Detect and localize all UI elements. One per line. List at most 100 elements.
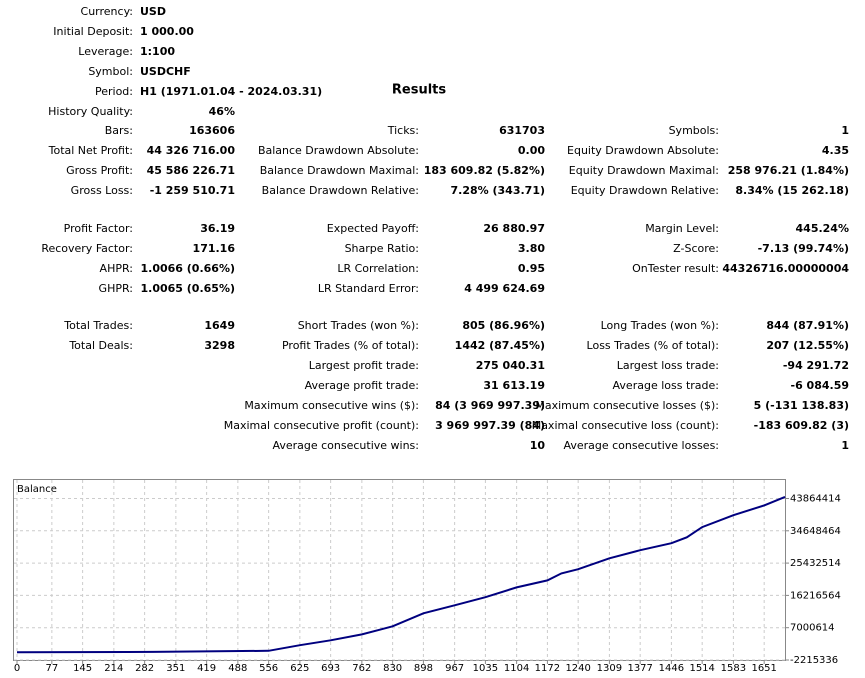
stat-label: Expected Payoff:: [327, 222, 419, 235]
stat-label: Equity Drawdown Relative:: [571, 184, 719, 197]
stat-value: 207 (12.55%): [766, 339, 849, 352]
x-tick-label: 282: [135, 663, 154, 674]
x-tick-label: 1514: [689, 663, 714, 674]
header-value: H1 (1971.01.04 - 2024.03.31): [140, 85, 322, 98]
x-tick-label: 77: [45, 663, 58, 674]
stat-value: 163606: [189, 124, 235, 137]
stat-label: Average consecutive wins:: [272, 439, 419, 452]
stat-label: Symbols:: [669, 124, 719, 137]
header-value: 1 000.00: [140, 25, 194, 38]
stat-value: 3.80: [518, 242, 545, 255]
header-value: 1:100: [140, 45, 175, 58]
x-tick-label: 556: [259, 663, 278, 674]
stat-label: Balance Drawdown Maximal:: [260, 164, 419, 177]
stat-value: 5 (-131 138.83): [754, 399, 849, 412]
stat-label: Z-Score:: [673, 242, 719, 255]
stat-label: Balance Drawdown Absolute:: [258, 144, 419, 157]
stat-label: Equity Drawdown Maximal:: [569, 164, 719, 177]
stat-value: 0.00: [518, 144, 545, 157]
x-tick-label: 419: [197, 663, 216, 674]
stat-label: Maximum consecutive losses ($):: [535, 399, 719, 412]
x-tick-label: 488: [228, 663, 247, 674]
stat-label: Average loss trade:: [613, 379, 719, 392]
stat-value: 1.0065 (0.65%): [141, 282, 236, 295]
header-label: Period:: [95, 85, 133, 98]
stat-value: 844 (87.91%): [766, 319, 849, 332]
x-tick-label: 0: [14, 663, 20, 674]
stat-label: Maximal consecutive profit (count):: [224, 419, 419, 432]
header-value: USDCHF: [140, 65, 191, 78]
x-tick-label: 214: [104, 663, 123, 674]
stat-value: 1: [841, 124, 849, 137]
stat-value: 171.16: [193, 242, 236, 255]
stat-label: Balance Drawdown Relative:: [262, 184, 419, 197]
stat-label: Total Trades:: [63, 319, 133, 332]
x-tick-label: 762: [352, 663, 371, 674]
y-tick-label: 7000614: [790, 623, 835, 634]
stat-value: -6 084.59: [791, 379, 850, 392]
x-tick-label: 967: [445, 663, 464, 674]
stat-value: 46%: [209, 105, 235, 118]
y-tick-label: -2215336: [790, 655, 838, 666]
stat-value: 631703: [499, 124, 545, 137]
results-title: Results: [392, 83, 446, 98]
stat-value: 445.24%: [796, 222, 849, 235]
stat-label: Sharpe Ratio:: [345, 242, 419, 255]
stat-value: 0.95: [518, 262, 545, 275]
stat-value: 275 040.31: [476, 359, 545, 372]
stat-label: Average consecutive losses:: [563, 439, 719, 452]
x-tick-label: 830: [383, 663, 402, 674]
chart-frame: [13, 479, 786, 661]
stat-label: LR Correlation:: [337, 262, 419, 275]
y-tick-label: 16216564: [790, 590, 841, 601]
stat-value: 8.34% (15 262.18): [735, 184, 849, 197]
stat-value: -1 259 510.71: [150, 184, 235, 197]
x-tick-label: 145: [73, 663, 92, 674]
stat-label: Total Deals:: [68, 339, 133, 352]
stat-label: Gross Loss:: [71, 184, 133, 197]
x-tick-label: 1104: [504, 663, 529, 674]
stat-label: Maximal consecutive loss (count):: [532, 419, 719, 432]
header-label: Initial Deposit:: [53, 25, 133, 38]
stat-label: Gross Profit:: [66, 164, 133, 177]
legend-label: Balance: [17, 484, 57, 495]
stat-value: 26 880.97: [483, 222, 545, 235]
x-tick-label: 625: [290, 663, 309, 674]
x-tick-label: 1651: [751, 663, 776, 674]
stat-value: -7.13 (99.74%): [758, 242, 849, 255]
stat-value: 4.35: [822, 144, 849, 157]
x-tick-label: 1583: [721, 663, 746, 674]
balance-line: [16, 495, 786, 654]
x-tick-label: 1446: [659, 663, 684, 674]
x-tick-label: 1309: [597, 663, 622, 674]
stat-label: History Quality:: [48, 105, 133, 118]
header-label: Currency:: [81, 5, 133, 18]
stat-value: 84 (3 969 997.39): [435, 399, 545, 412]
stat-value: -94 291.72: [783, 359, 849, 372]
stat-value: 10: [530, 439, 546, 452]
x-tick-label: 1035: [473, 663, 498, 674]
header-label: Leverage:: [78, 45, 133, 58]
stat-label: Recovery Factor:: [41, 242, 133, 255]
stat-value: 1442 (87.45%): [455, 339, 545, 352]
stat-label: Profit Factor:: [64, 222, 133, 235]
stat-label: Long Trades (won %):: [601, 319, 719, 332]
x-tick-label: 898: [414, 663, 433, 674]
stat-value: 44326716.00000004: [722, 262, 849, 275]
stat-value: 36.19: [200, 222, 235, 235]
stat-label: Largest loss trade:: [617, 359, 719, 372]
x-tick-label: 1377: [627, 663, 652, 674]
stat-value: 7.28% (343.71): [451, 184, 546, 197]
stat-label: AHPR:: [100, 262, 133, 275]
stat-label: Ticks:: [387, 124, 419, 137]
stat-value: 31 613.19: [483, 379, 545, 392]
stat-value: 258 976.21 (1.84%): [728, 164, 849, 177]
stat-label: Bars:: [105, 124, 133, 137]
x-tick-label: 351: [166, 663, 185, 674]
x-tick-label: 1240: [565, 663, 590, 674]
stat-label: LR Standard Error:: [318, 282, 419, 295]
y-tick-label: 43864414: [790, 493, 841, 504]
stat-value: 44 326 716.00: [147, 144, 236, 157]
